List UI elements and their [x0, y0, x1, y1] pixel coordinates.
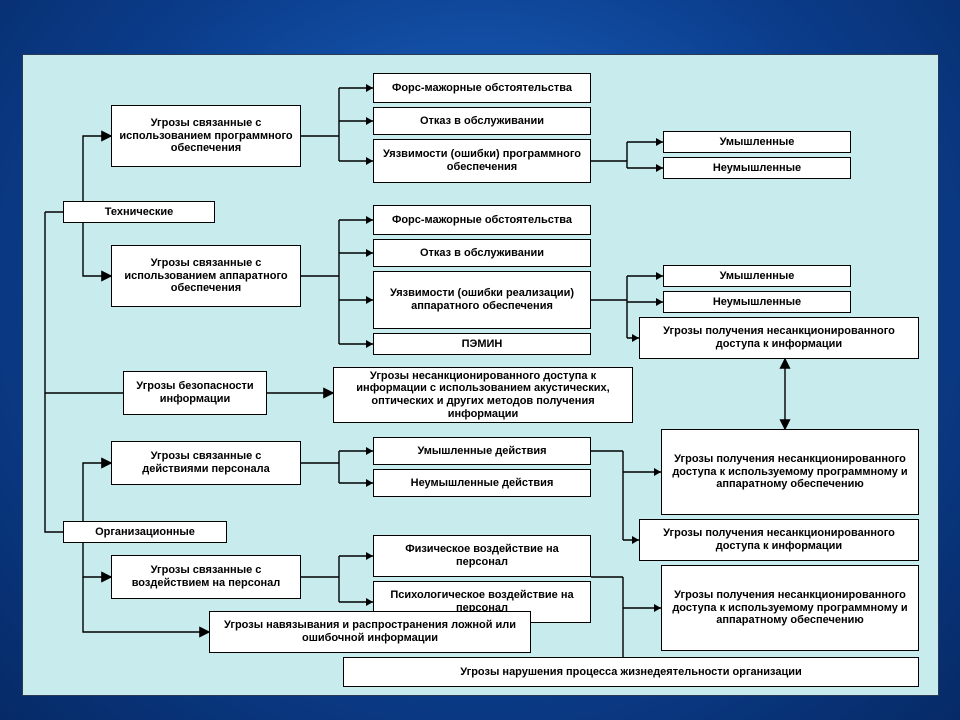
node-infosec: Угрозы безопасности информации: [123, 371, 267, 415]
node-sw_unintent: Неумышленные: [663, 157, 851, 179]
node-hw_unintent: Неумышленные: [663, 291, 851, 313]
diagram-panel: Технические Угрозы связанные с использова…: [22, 54, 939, 696]
node-pers_imp: Угрозы связанные с воздействием на персо…: [111, 555, 301, 599]
node-pemin: ПЭМИН: [373, 333, 591, 355]
node-false_info: Угрозы навязывания и распространения лож…: [209, 611, 531, 653]
node-sw_intent: Умышленные: [663, 131, 851, 153]
node-acoustic: Угрозы несанкционированного доступа к ин…: [333, 367, 633, 423]
node-sw_fm: Форс-мажорные обстоятельства: [373, 73, 591, 103]
node-hw_fm: Форс-мажорные обстоятельства: [373, 205, 591, 235]
node-pers_act: Угрозы связанные с действиями персонала: [111, 441, 301, 485]
node-unauth_swhw: Угрозы получения несанкционированного до…: [661, 429, 919, 515]
node-unauth_info2: Угрозы получения несанкционированного до…: [639, 519, 919, 561]
node-hw_intent: Умышленные: [663, 265, 851, 287]
node-act_intent: Умышленные действия: [373, 437, 591, 465]
node-sw_threats: Угрозы связанные с использованием програ…: [111, 105, 301, 167]
node-sw_deny: Отказ в обслуживании: [373, 107, 591, 135]
node-hw_unauth: Угрозы получения несанкционированного до…: [639, 317, 919, 359]
node-org_life: Угрозы нарушения процесса жизнедеятельно…: [343, 657, 919, 687]
node-unauth_swhw2: Угрозы получения несанкционированного до…: [661, 565, 919, 651]
node-act_unintent: Неумышленные действия: [373, 469, 591, 497]
node-hw_vuln: Уязвимости (ошибки реализации) аппаратно…: [373, 271, 591, 329]
node-hw_threats: Угрозы связанные с использованием аппара…: [111, 245, 301, 307]
node-org: Организационные: [63, 521, 227, 543]
node-hw_deny: Отказ в обслуживании: [373, 239, 591, 267]
node-sw_vuln: Уязвимости (ошибки) программного обеспеч…: [373, 139, 591, 183]
node-tech: Технические: [63, 201, 215, 223]
node-phys_imp: Физическое воздействие на персонал: [373, 535, 591, 577]
